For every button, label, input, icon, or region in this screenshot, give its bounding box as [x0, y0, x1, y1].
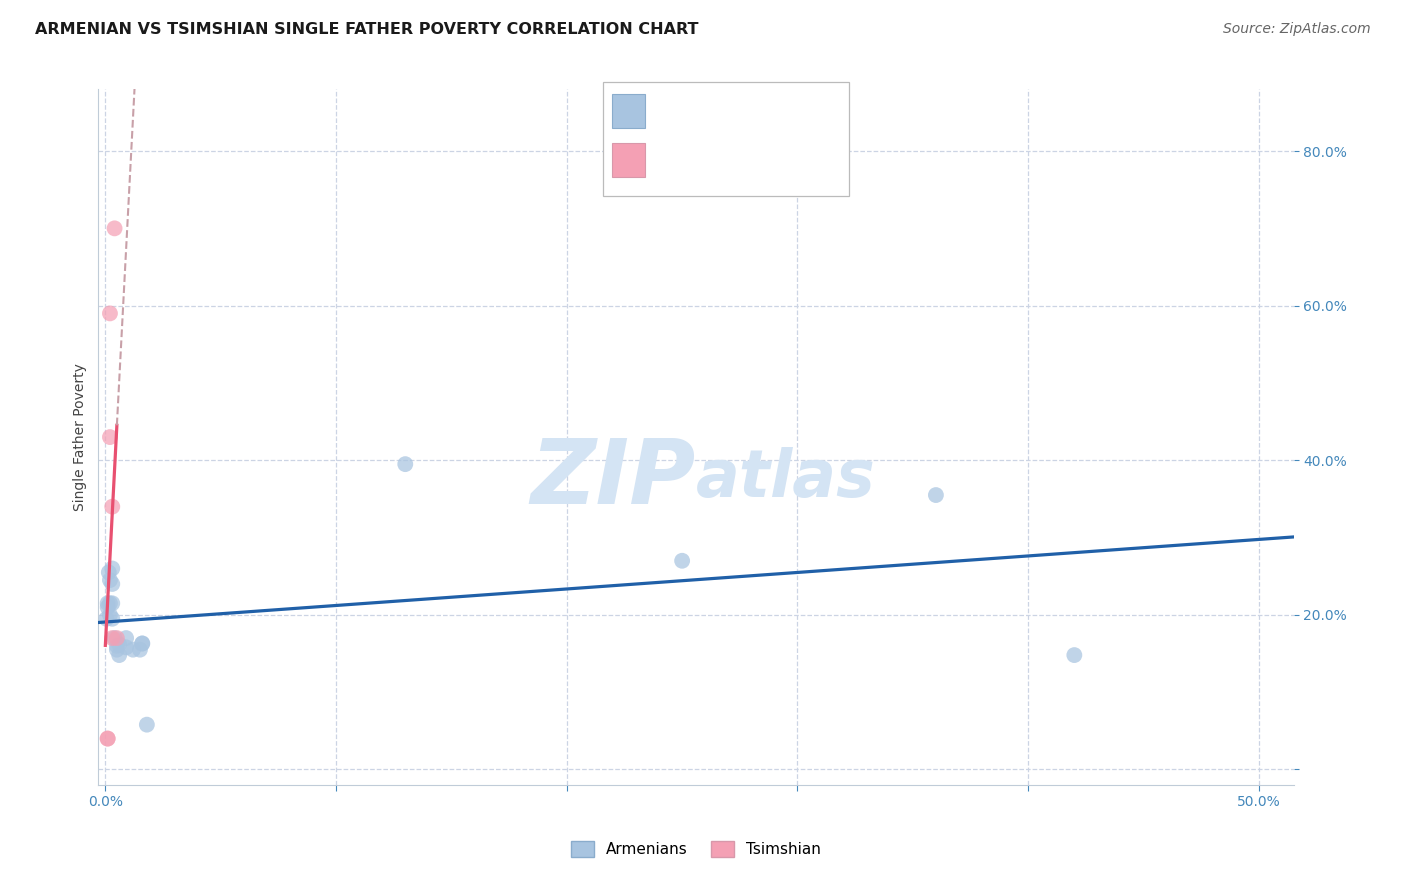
Text: N =: N = [762, 153, 796, 167]
Text: atlas: atlas [696, 447, 876, 511]
Point [1063, 648, 1085, 662]
Point [103, 631, 125, 645]
Text: R =: R = [655, 153, 689, 167]
Point [122, 642, 145, 657]
Point [101, 500, 124, 514]
Point [98, 430, 121, 444]
Point [135, 717, 157, 731]
Text: 27: 27 [794, 103, 815, 118]
Y-axis label: Single Father Poverty: Single Father Poverty [73, 363, 87, 511]
Point [98, 607, 121, 622]
Text: 8: 8 [794, 153, 810, 167]
Point [97, 566, 120, 580]
Text: Source: ZipAtlas.com: Source: ZipAtlas.com [1223, 22, 1371, 37]
Point [131, 636, 153, 650]
Point [97, 596, 120, 610]
Legend: Armenians, Tsimshian: Armenians, Tsimshian [571, 841, 821, 857]
Point [115, 640, 138, 655]
Point [101, 561, 124, 575]
Point [394, 457, 416, 471]
Text: -0.045: -0.045 [688, 103, 742, 118]
Point [96, 612, 118, 626]
Point [115, 631, 138, 645]
Point [108, 637, 131, 651]
Point [108, 648, 131, 662]
Point [97, 731, 120, 746]
Point [101, 577, 124, 591]
Point [671, 554, 693, 568]
Text: N =: N = [762, 103, 796, 118]
Point [105, 639, 128, 653]
Text: ARMENIAN VS TSIMSHIAN SINGLE FATHER POVERTY CORRELATION CHART: ARMENIAN VS TSIMSHIAN SINGLE FATHER POVE… [35, 22, 699, 37]
Point [97, 600, 120, 615]
Text: ZIP: ZIP [530, 434, 696, 523]
Point [103, 221, 125, 235]
Point [129, 642, 152, 657]
Point [98, 596, 121, 610]
Point [97, 731, 120, 746]
Point [101, 631, 124, 645]
Point [925, 488, 948, 502]
Text: 0.642: 0.642 [688, 153, 741, 167]
Point [101, 596, 124, 610]
Point [105, 631, 128, 645]
Point [131, 636, 153, 650]
Text: R =: R = [655, 103, 689, 118]
Point [98, 306, 121, 320]
Point [105, 642, 128, 657]
Point [101, 612, 124, 626]
Point [98, 573, 121, 587]
